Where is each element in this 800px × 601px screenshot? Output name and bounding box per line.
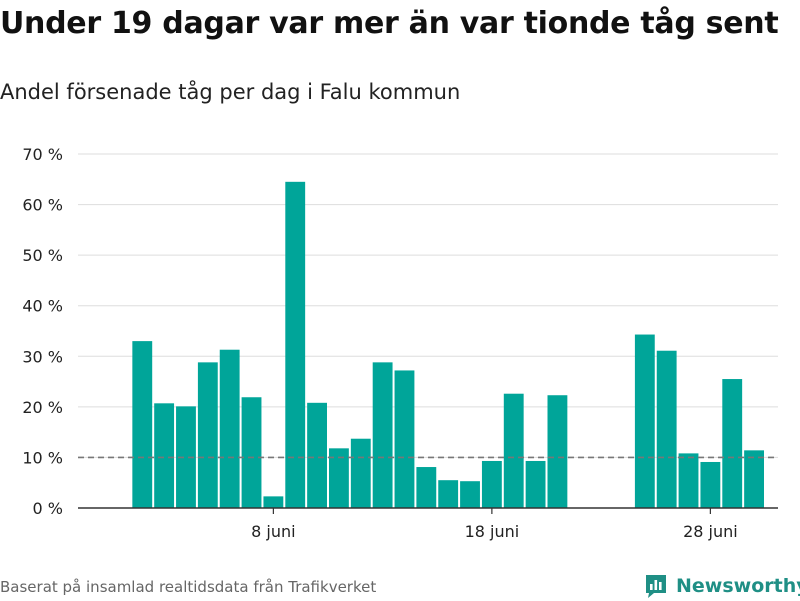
y-tick-label: 10 % bbox=[22, 448, 63, 467]
bar bbox=[176, 406, 196, 508]
bar bbox=[416, 467, 437, 508]
bar bbox=[438, 480, 459, 508]
x-tick-label: 18 juni bbox=[465, 522, 520, 541]
brand-logo: Newsworthy bbox=[644, 571, 800, 601]
bar bbox=[525, 460, 546, 508]
source-note: Baserat på insamlad realtidsdata från Tr… bbox=[0, 578, 377, 596]
y-tick-label: 20 % bbox=[22, 398, 63, 417]
bar bbox=[241, 397, 262, 508]
bar bbox=[700, 461, 721, 508]
axes: 0 % 10 % 20 % 30 % 40 % 50 % 60 % 70 % 8 juni 18 … bbox=[22, 145, 778, 541]
y-tick-label: 60 % bbox=[22, 196, 63, 215]
bar bbox=[197, 362, 218, 508]
x-tick-label: 28 juni bbox=[683, 522, 738, 541]
bar bbox=[307, 402, 327, 508]
bar bbox=[394, 370, 415, 508]
bar bbox=[744, 450, 764, 508]
bar bbox=[634, 334, 655, 508]
bar bbox=[460, 481, 480, 508]
bar bbox=[329, 448, 349, 508]
bar bbox=[722, 379, 743, 508]
y-tick-label: 30 % bbox=[22, 347, 63, 366]
bar bbox=[547, 395, 568, 508]
y-tick-label: 0 % bbox=[33, 499, 63, 518]
bar bbox=[219, 349, 240, 508]
y-tick-label: 50 % bbox=[22, 246, 63, 265]
bar bbox=[154, 403, 175, 508]
bars bbox=[132, 181, 764, 509]
bar bbox=[503, 393, 524, 508]
newsworthy-logo-icon bbox=[646, 575, 666, 598]
bar bbox=[263, 496, 284, 508]
chart-title: Under 19 dagar var mer än var tionde tåg… bbox=[0, 6, 779, 41]
bar bbox=[285, 181, 306, 509]
y-tick-label: 40 % bbox=[22, 297, 63, 316]
bar bbox=[372, 362, 393, 508]
bar bbox=[132, 341, 153, 508]
bar bbox=[678, 453, 699, 508]
bar bbox=[656, 350, 677, 508]
chart-subtitle: Andel försenade tåg per dag i Falu kommu… bbox=[0, 80, 461, 104]
x-tick-label: 8 juni bbox=[251, 522, 295, 541]
brand-name: Newsworthy bbox=[676, 575, 800, 597]
bar bbox=[481, 460, 502, 508]
bar bbox=[350, 438, 371, 508]
y-tick-label: 70 % bbox=[22, 145, 63, 164]
